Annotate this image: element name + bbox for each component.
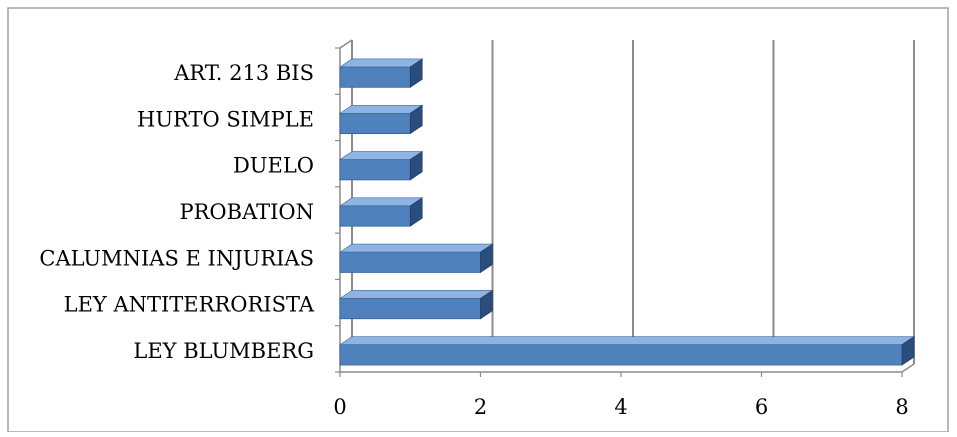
- bar-front-face: [339, 112, 411, 135]
- bar-side-face: [480, 289, 493, 320]
- bar-top-face: [339, 336, 915, 345]
- bar: [339, 289, 494, 320]
- x-axis-depth-line: [901, 363, 915, 373]
- bar-side-face: [901, 336, 915, 366]
- category-label: HURTO SIMPLE: [137, 107, 314, 131]
- category-label: ART. 213 BIS: [173, 61, 314, 85]
- bar: [339, 104, 424, 135]
- bar: [339, 150, 424, 181]
- category-label: CALUMNIAS E INJURIAS: [39, 246, 314, 270]
- bar-top-face: [339, 58, 424, 68]
- y-axis-depth-line: [339, 39, 353, 49]
- bar-front-face: [339, 205, 411, 227]
- bar-top-face: [339, 197, 424, 207]
- bar-top-face: [339, 151, 424, 160]
- bar-side-face: [409, 197, 423, 227]
- bar-front-face: [339, 66, 411, 88]
- category-label: LEY ANTITERRORISTA: [64, 293, 315, 317]
- x-tick-label: 2: [474, 395, 487, 419]
- bar-front-face: [339, 159, 411, 181]
- bar-side-face: [409, 104, 423, 135]
- bar: [339, 58, 424, 88]
- bar-top-face: [339, 243, 494, 253]
- bar-side-face: [480, 243, 493, 274]
- bar-side-face: [409, 150, 423, 181]
- category-label: DUELO: [233, 154, 314, 178]
- category-label: PROBATION: [179, 200, 314, 224]
- bar-layer: [339, 58, 915, 366]
- bar: [339, 336, 915, 366]
- bar: [339, 243, 494, 274]
- bar: [339, 197, 424, 227]
- bar-front-face: [339, 251, 481, 273]
- category-label: LEY BLUMBERG: [133, 339, 314, 363]
- bar-front-face: [339, 344, 903, 366]
- bar-top-face: [339, 290, 494, 299]
- x-tick-label: 6: [755, 395, 768, 419]
- x-tick-label: 8: [895, 395, 908, 419]
- bar-top-face: [339, 104, 424, 114]
- bar-front-face: [339, 297, 481, 320]
- chart-border: [7, 7, 949, 433]
- bar-side-face: [409, 58, 423, 88]
- x-tick-label: 4: [614, 395, 627, 419]
- label-layer: ART. 213 BIS HURTO SIMPLE DUELO PROBATION CA…: [39, 61, 908, 419]
- x-tick-label: 0: [333, 395, 346, 419]
